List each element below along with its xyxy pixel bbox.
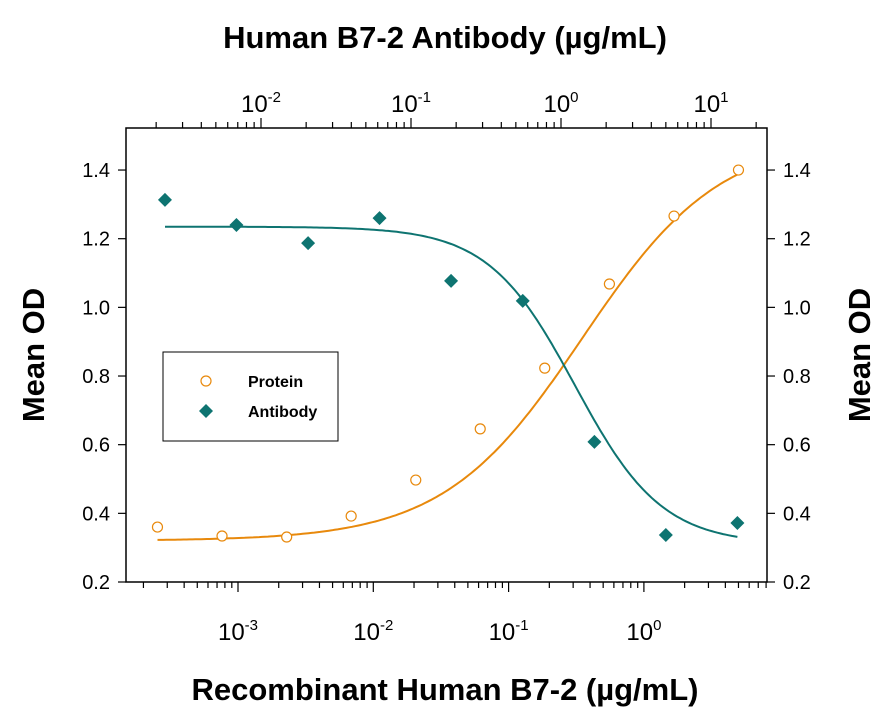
- y-tick-label-left: 0.8: [82, 366, 110, 388]
- protein-data-point: [732, 164, 745, 176]
- y-tick-label-left: 0.2: [82, 572, 110, 594]
- y-tick-label-left: 1.0: [82, 297, 110, 319]
- x-top-tick-label: 10-1: [391, 89, 431, 118]
- y-axis-label-right: Mean OD: [842, 288, 877, 422]
- x-top-tick-label: 101: [693, 89, 728, 118]
- antibody-data-point: [444, 273, 459, 288]
- legend-protein-label: Protein: [248, 374, 303, 391]
- antibody-data-point: [587, 434, 602, 449]
- y-axis-label-left: Mean OD: [16, 288, 51, 422]
- y-tick-label-left: 1.4: [82, 160, 110, 182]
- y-tick-label-right: 0.6: [783, 435, 811, 457]
- legend-box: [162, 351, 339, 442]
- x-bottom-tick-label: 100: [626, 617, 661, 646]
- protein-data-point: [410, 474, 422, 486]
- antibody-data-point: [730, 515, 745, 530]
- protein-data-point: [345, 510, 357, 522]
- legend-protein-marker: [200, 375, 212, 387]
- antibody-data-point: [229, 217, 244, 232]
- x-bottom-tick-label: 10-3: [218, 617, 258, 646]
- protein-data-point: [216, 530, 228, 542]
- y-tick-label-right: 0.4: [783, 503, 811, 525]
- protein-data-point: [474, 423, 486, 435]
- x-axis-label: Recombinant Human B7-2 (µg/mL): [191, 672, 698, 707]
- protein-data-point: [151, 521, 164, 533]
- y-tick-label-right: 1.2: [783, 229, 811, 251]
- x-top-tick-label: 100: [543, 89, 578, 118]
- legend: Protein Antibody: [162, 351, 339, 442]
- antibody-data-point: [157, 192, 172, 207]
- y-tick-label-right: 0.2: [783, 572, 811, 594]
- y-tick-label-right: 1.0: [783, 297, 811, 319]
- x-top-tick-label: 10-2: [241, 89, 281, 118]
- antibody-data-point: [372, 211, 387, 226]
- plot-frame: [125, 127, 768, 583]
- protein-data-point: [281, 531, 293, 543]
- y-tick-label-right: 0.8: [783, 366, 811, 388]
- antibody-data-point: [301, 236, 316, 251]
- antibody-fit-curve: [165, 225, 738, 538]
- antibody-data-point: [658, 527, 673, 542]
- protein-data-point: [668, 210, 680, 222]
- protein-data-point: [539, 362, 551, 374]
- y-tick-label-right: 1.4: [783, 160, 811, 182]
- antibody-data-point: [515, 293, 530, 308]
- x-bottom-tick-label: 10-2: [353, 617, 393, 646]
- x-bottom-tick-label: 10-1: [489, 617, 529, 646]
- legend-antibody-marker: [199, 404, 213, 418]
- protein-data-point: [603, 278, 616, 290]
- chart-title: Human B7-2 Antibody (µg/mL): [223, 20, 667, 55]
- y-tick-label-left: 0.4: [82, 503, 110, 525]
- y-tick-label-left: 0.6: [82, 435, 110, 457]
- protein-fit-curve: [157, 173, 739, 541]
- legend-antibody-label: Antibody: [248, 404, 317, 421]
- y-tick-label-left: 1.2: [82, 229, 110, 251]
